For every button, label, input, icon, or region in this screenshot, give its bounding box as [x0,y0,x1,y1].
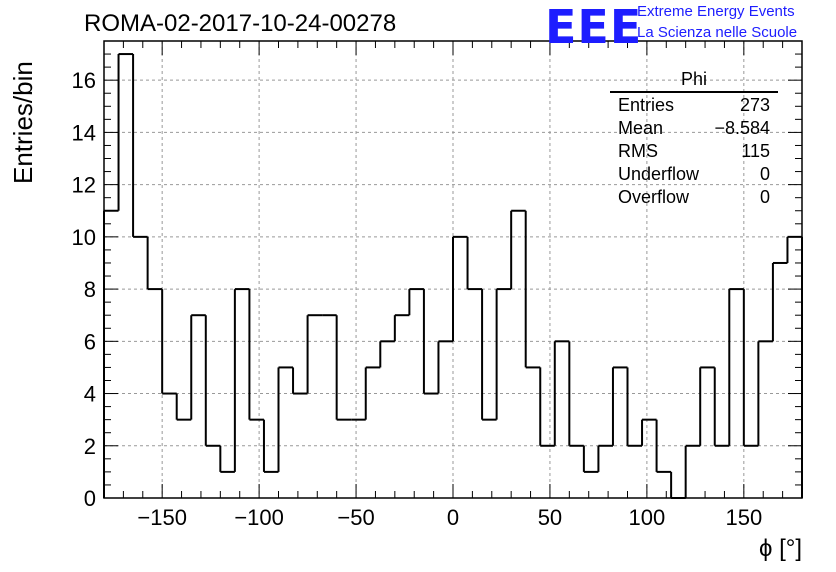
x-axis-label: ϕ [°] [758,535,802,562]
x-tick-label: 150 [725,505,762,530]
chart-title: ROMA-02-2017-10-24-00278 [84,10,397,37]
y-tick-label: 10 [72,225,96,250]
logo-line-1: Extreme Energy Events [637,3,795,20]
x-tick-label: −100 [234,505,284,530]
stats-value: 115 [741,141,770,161]
y-tick-label: 6 [84,329,96,354]
y-tick-label: 2 [84,434,96,459]
stats-row-entries: Entries 273 [610,94,778,117]
stats-value: 0 [759,187,770,207]
logo-line-2: La Scienza nelle Scuole [637,24,798,41]
stats-row-mean: Mean −8.584 [610,117,778,140]
y-tick-label: 14 [72,120,96,145]
stats-title: Phi [610,69,778,93]
x-tick-label: 0 [447,505,459,530]
stats-value: 273 [739,95,770,115]
y-axis-label: Entries/bin [8,61,38,184]
x-tick-label: 50 [538,505,562,530]
eee-logo: EEE [545,0,643,54]
y-tick-label: 0 [84,486,96,511]
stats-label: Overflow [618,187,690,207]
x-tick-label: 100 [629,505,666,530]
stats-row-underflow: Underflow 0 [610,163,778,186]
y-tick-label: 16 [72,68,96,93]
x-tick-label: −50 [337,505,374,530]
stats-label: Underflow [618,164,700,184]
stats-label: Entries [618,95,675,115]
stats-row-rms: RMS 115 [610,140,778,163]
stats-value: 0 [759,164,770,184]
plot-frame [103,40,803,499]
stats-row-overflow: Overflow 0 [610,186,778,209]
y-tick-label: 12 [72,173,96,198]
stats-box: Phi Entries 273 Mean −8.584 RMS 115 Unde… [610,69,778,209]
y-tick-label: 4 [84,382,96,407]
y-tick-label: 8 [84,277,96,302]
stats-value: −8.584 [714,118,770,138]
stats-label: Mean [618,118,664,138]
x-tick-label: −150 [137,505,187,530]
stats-label: RMS [618,141,658,161]
